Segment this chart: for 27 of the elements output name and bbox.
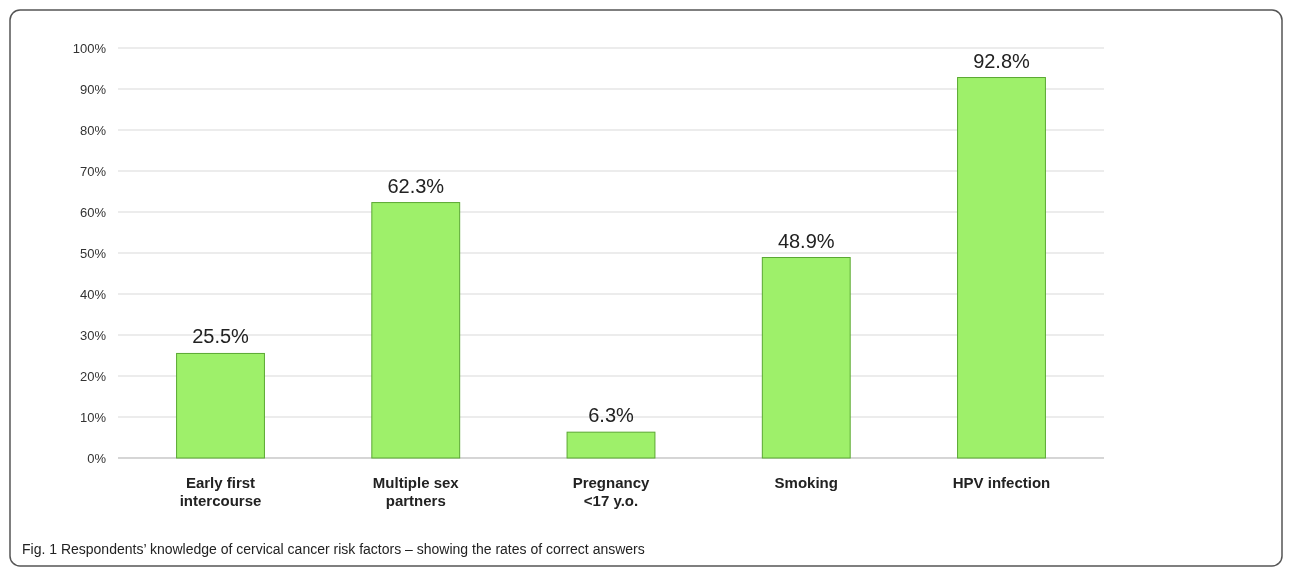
bar bbox=[566, 431, 656, 459]
data-label: 62.3% bbox=[387, 174, 445, 197]
y-tick-label: 40% bbox=[79, 286, 107, 302]
bar bbox=[176, 352, 265, 459]
y-tick-label: 100% bbox=[72, 40, 107, 56]
x-tick-label: HPV infection bbox=[952, 474, 1051, 491]
caption: Fig. 1 Respondents’ knowledge of cervical cancer risk factors – showing the rates of correct answers bbox=[22, 541, 645, 557]
x-tick-label: Smoking bbox=[774, 474, 838, 491]
y-tick-label: 50% bbox=[79, 245, 107, 261]
y-tick-label: 70% bbox=[79, 163, 107, 179]
data-label: 6.3% bbox=[588, 404, 635, 427]
bar bbox=[371, 202, 461, 459]
y-tick-label: 90% bbox=[79, 81, 107, 97]
bar bbox=[761, 257, 851, 459]
y-tick-label: 10% bbox=[79, 409, 107, 425]
y-tick-label: 30% bbox=[79, 327, 107, 343]
data-label: 25.5% bbox=[192, 325, 250, 348]
x-tick-label: Early first intercourse bbox=[179, 474, 262, 509]
y-tick-label: 20% bbox=[79, 368, 107, 384]
y-tick-label: 60% bbox=[79, 204, 107, 220]
x-tick-label: Multiple sex partners bbox=[372, 474, 460, 509]
y-tick-label: 80% bbox=[79, 122, 107, 138]
y-tick-label: 0% bbox=[87, 450, 107, 466]
bar bbox=[957, 77, 1046, 459]
data-label: 48.9% bbox=[777, 229, 835, 252]
data-label: 92.8% bbox=[973, 49, 1031, 72]
x-tick-label: Pregnancy <17 y.o. bbox=[572, 474, 651, 509]
